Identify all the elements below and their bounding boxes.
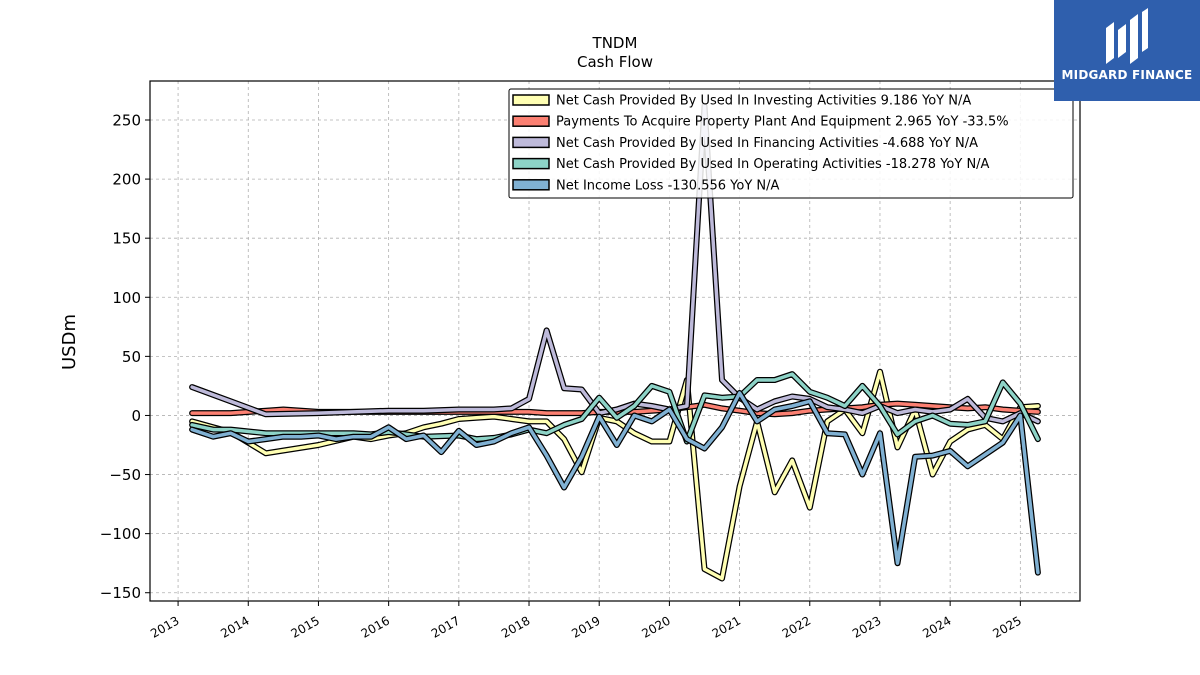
x-tick-label: 2017 bbox=[429, 613, 462, 640]
legend-label: Net Cash Provided By Used In Investing A… bbox=[556, 94, 971, 109]
y-tick-label: 100 bbox=[112, 289, 141, 307]
legend: Net Cash Provided By Used In Investing A… bbox=[509, 89, 1073, 198]
x-tick-label: 2022 bbox=[780, 613, 813, 640]
y-tick-label: 0 bbox=[131, 407, 141, 425]
legend-swatch bbox=[513, 159, 549, 169]
y-tick-label: −100 bbox=[100, 525, 141, 543]
y-tick-label: 150 bbox=[112, 230, 141, 248]
legend-label: Payments To Acquire Property Plant And E… bbox=[556, 115, 1009, 130]
x-tick-label: 2019 bbox=[569, 613, 602, 640]
x-tick-label: 2020 bbox=[639, 613, 672, 640]
x-tick-label: 2016 bbox=[359, 613, 392, 640]
y-tick-label: −150 bbox=[100, 584, 141, 602]
legend-swatch bbox=[513, 180, 549, 190]
chart-subtitle: Cash Flow bbox=[577, 53, 653, 71]
legend-swatch bbox=[513, 137, 549, 147]
x-tick-label: 2018 bbox=[499, 613, 532, 640]
x-tick-label: 2015 bbox=[288, 613, 321, 640]
y-tick-label: 50 bbox=[122, 348, 141, 366]
midgard-finance-logo: MIDGARD FINANCE bbox=[1054, 0, 1200, 101]
legend-label: Net Cash Provided By Used In Financing A… bbox=[556, 136, 978, 151]
x-tick-label: 2013 bbox=[148, 613, 181, 640]
y-axis-label: USDm bbox=[59, 314, 80, 370]
logo-text: MIDGARD FINANCE bbox=[1054, 68, 1200, 82]
legend-swatch bbox=[513, 95, 549, 105]
x-tick-label: 2025 bbox=[990, 613, 1023, 640]
cash-flow-chart: TNDM Cash Flow USDm 250 200 150 100 50 0 −50 −1… bbox=[0, 0, 1200, 675]
midgard-logo-icon bbox=[1102, 8, 1152, 68]
legend-label: Net Cash Provided By Used In Operating A… bbox=[556, 157, 990, 172]
legend-swatch bbox=[513, 116, 549, 126]
x-tick-label: 2021 bbox=[710, 613, 743, 640]
x-tick-label: 2024 bbox=[920, 613, 953, 640]
y-tick-label: −50 bbox=[109, 466, 141, 484]
x-tick-label: 2023 bbox=[850, 613, 883, 640]
y-tick-label: 250 bbox=[112, 112, 141, 130]
y-tick-label: 200 bbox=[112, 171, 141, 189]
chart-title: TNDM bbox=[592, 34, 638, 52]
legend-label: Net Income Loss -130.556 YoY N/A bbox=[556, 178, 779, 193]
x-tick-label: 2014 bbox=[218, 613, 251, 640]
